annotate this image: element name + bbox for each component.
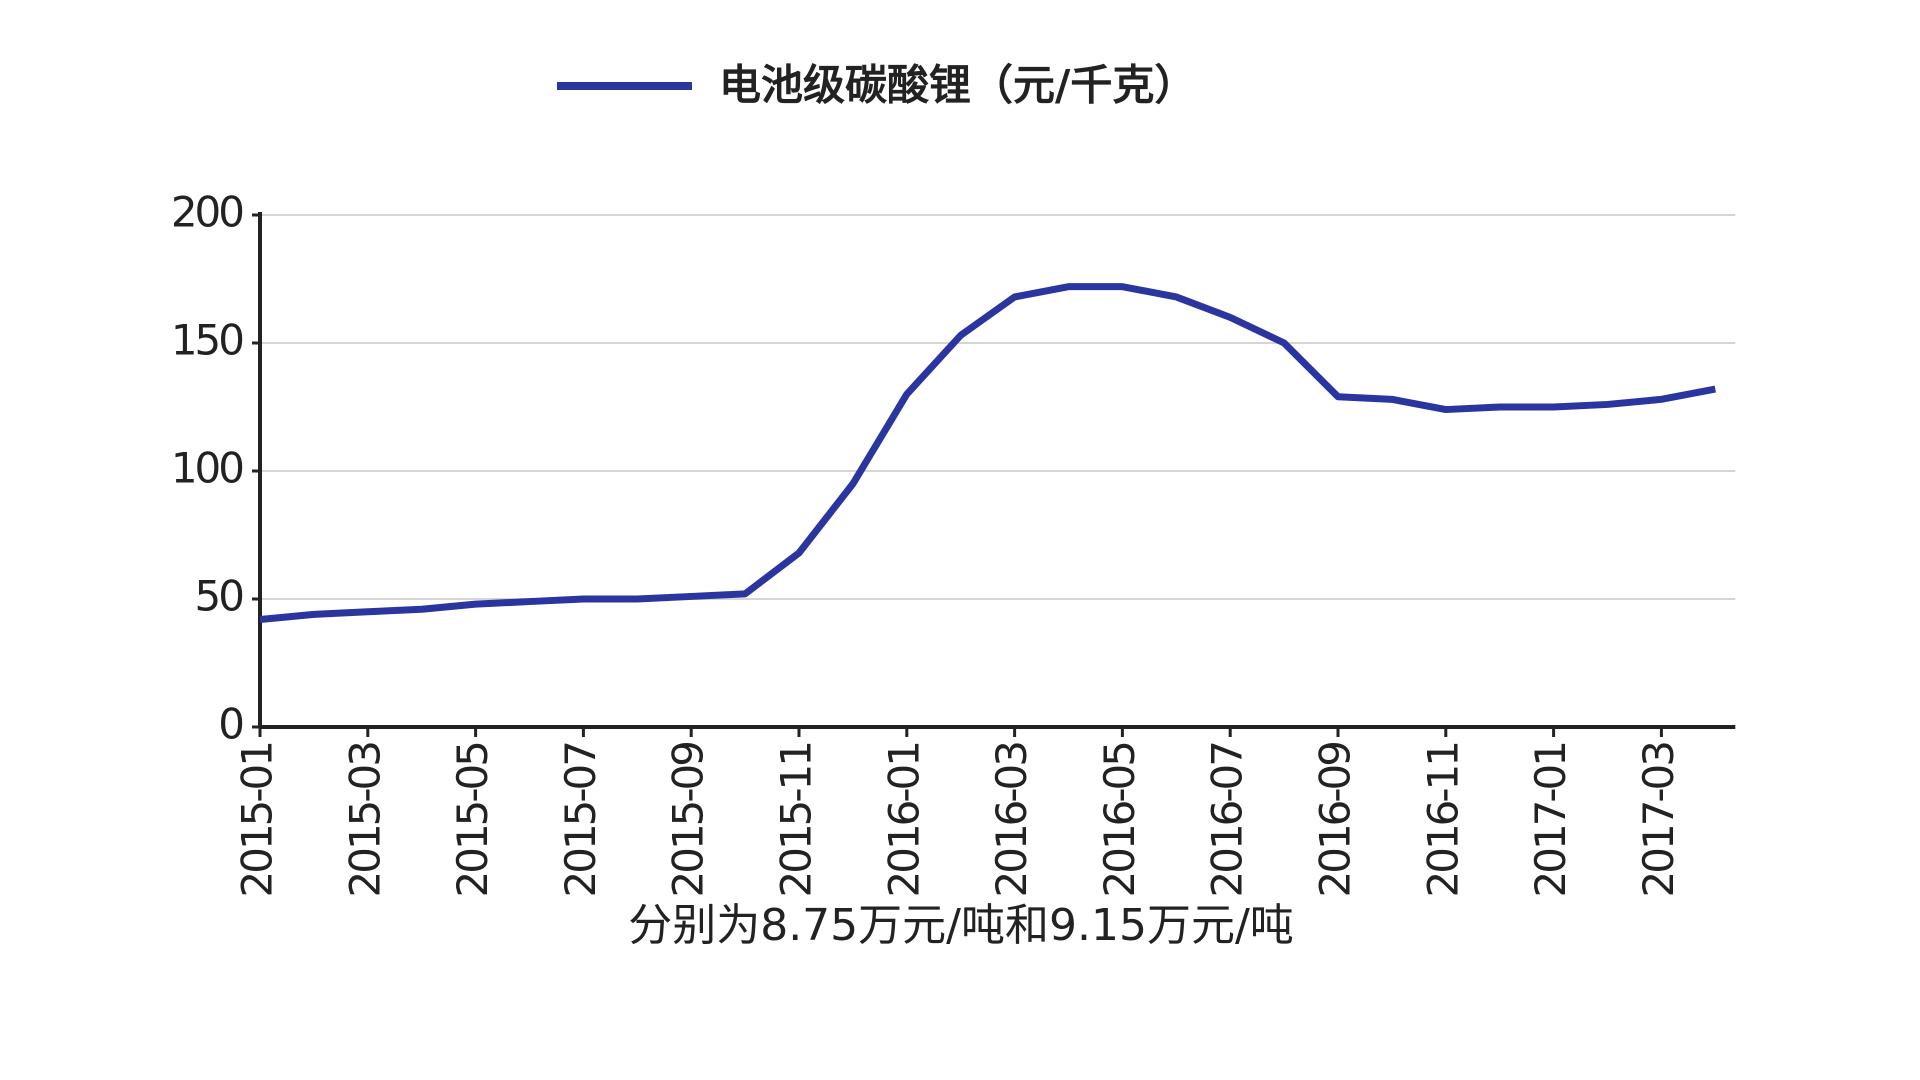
x-tick-label: 2016-09 <box>1311 743 1360 898</box>
plot-area: 0 50 100 150 200 2015-01 2015-03 2015-05 2015-07… <box>171 188 1736 898</box>
x-tick-label: 2016-01 <box>879 743 928 898</box>
x-tick-label: 2016-05 <box>1095 743 1144 898</box>
x-tick-label: 2017-01 <box>1526 743 1575 898</box>
x-tick-label: 2015-05 <box>448 743 497 898</box>
x-tick-label: 2015-07 <box>556 743 605 898</box>
legend-label: 电池级碳酸锂（元/千克） <box>719 61 1196 110</box>
caption: 分别为8.75万元/吨和9.15万元/吨 <box>628 900 1294 951</box>
x-tick-label: 2016-11 <box>1418 743 1467 898</box>
y-tick-label: 0 <box>218 700 242 749</box>
x-tick-label: 2016-03 <box>987 743 1036 898</box>
x-tick-label: 2015-01 <box>233 743 282 898</box>
data-line <box>259 283 1716 623</box>
x-tick-label: 2015-03 <box>340 743 389 898</box>
x-tick-label: 2016-07 <box>1203 743 1252 898</box>
x-tick-label: 2015-09 <box>664 743 713 898</box>
y-tick-label: 200 <box>171 188 242 237</box>
x-tick-label: 2015-11 <box>772 743 821 898</box>
y-tick-label: 100 <box>171 444 242 493</box>
y-tick-label: 50 <box>195 572 243 621</box>
x-tick-label: 2017-03 <box>1634 743 1683 898</box>
y-tick-label: 150 <box>171 316 242 365</box>
